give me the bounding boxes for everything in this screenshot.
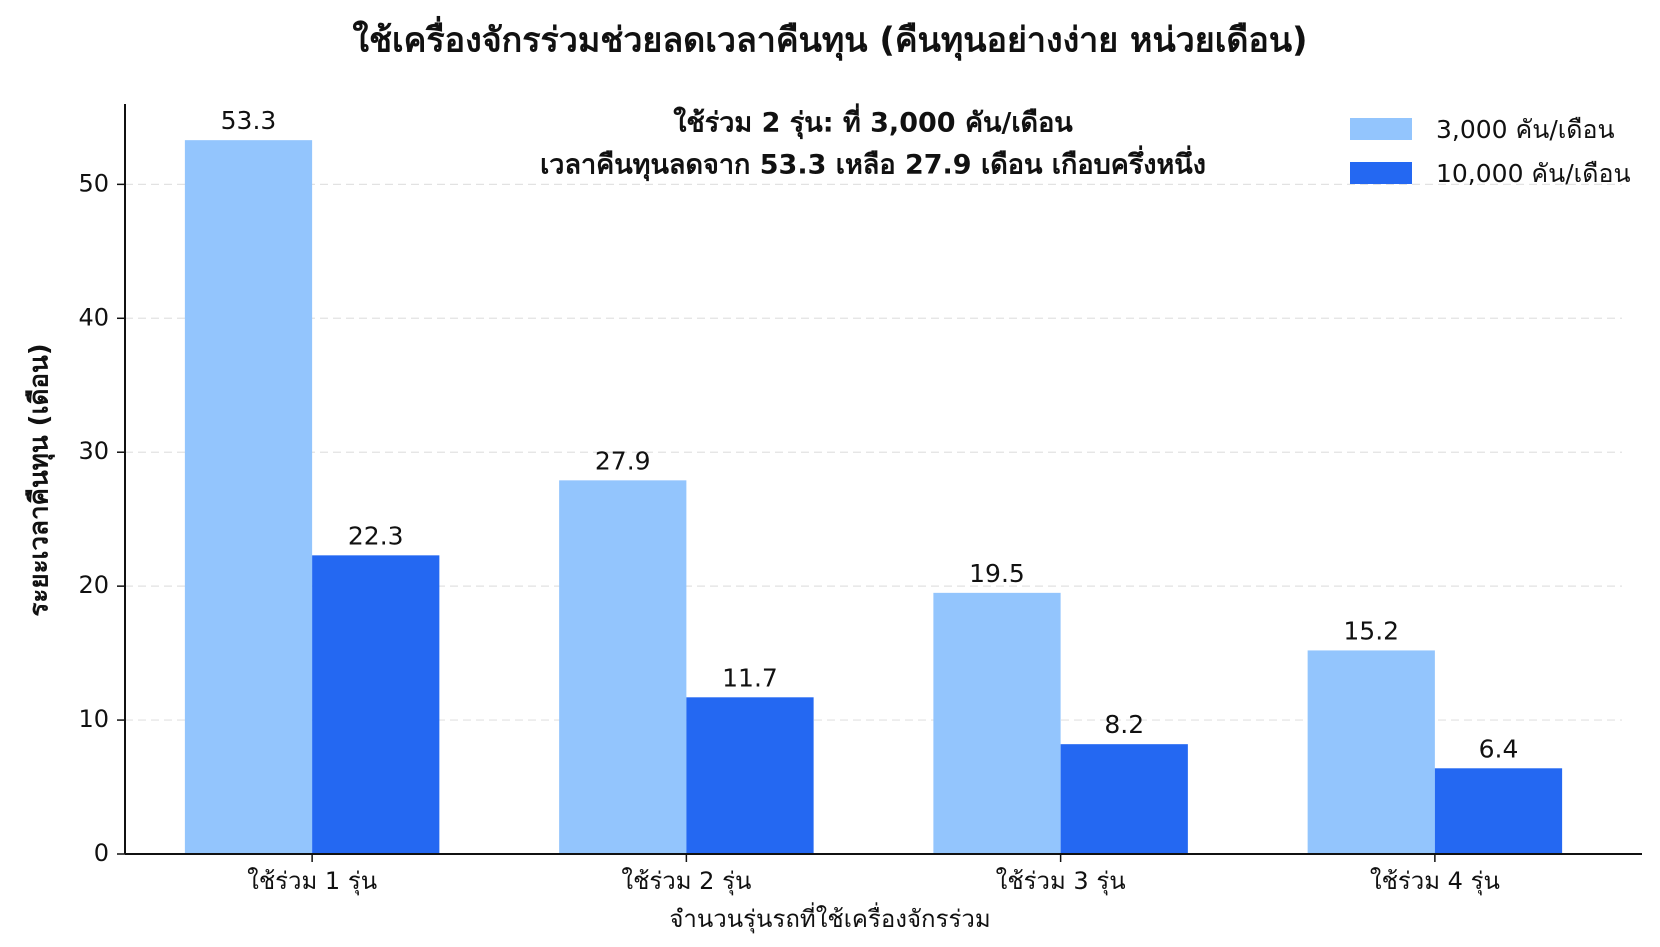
value-label: 8.2 — [1104, 710, 1144, 739]
bar — [1434, 768, 1563, 854]
bar — [686, 697, 814, 854]
y-tick-label: 40 — [78, 303, 109, 331]
y-tick-label: 0 — [94, 839, 109, 867]
annotation: เวลาคืนทุนลดจาก 53.3 เหลือ 27.9 เดือน เก… — [540, 145, 1206, 182]
bar — [559, 480, 687, 854]
value-label: 6.4 — [1479, 734, 1519, 763]
x-tick-label: ใช้ร่วม 4 รุ่น — [1370, 867, 1500, 896]
x-tick-label: ใช้ร่วม 3 รุ่น — [996, 867, 1126, 896]
bar — [1307, 650, 1435, 854]
value-label: 53.3 — [221, 106, 277, 135]
value-label: 27.9 — [595, 446, 651, 475]
x-tick-label: ใช้ร่วม 2 รุ่น — [621, 867, 751, 896]
annotation: ใช้ร่วม 2 รุ่น: ที่ 3,000 คัน/เดือน — [673, 103, 1073, 140]
y-axis-label: ระยะเวลาคืนทุน (เดือน) — [25, 343, 56, 616]
legend-swatch — [1350, 162, 1412, 184]
value-label: 22.3 — [348, 521, 404, 550]
chart-title: ใช้เครื่องจักรร่วมช่วยลดเวลาคืนทุน (คืนท… — [352, 16, 1307, 62]
value-label: 19.5 — [969, 559, 1025, 588]
value-label: 15.2 — [1343, 616, 1399, 645]
bar — [1060, 744, 1188, 854]
legend-label: 10,000 คัน/เดือน — [1436, 159, 1631, 188]
y-tick-label: 30 — [78, 437, 109, 465]
value-label: 11.7 — [722, 663, 778, 692]
x-axis-label: จำนวนรุ่นรถที่ใช้เครื่องจักรร่วม — [669, 902, 990, 934]
bar — [312, 555, 440, 854]
x-tick-label: ใช้ร่วม 1 รุ่น — [247, 867, 377, 896]
bar — [933, 592, 1061, 854]
y-tick-label: 10 — [78, 705, 109, 733]
legend-label: 3,000 คัน/เดือน — [1436, 115, 1615, 144]
y-tick-label: 20 — [78, 571, 109, 599]
y-tick-label: 50 — [78, 169, 109, 197]
legend-swatch — [1350, 118, 1412, 140]
bar — [184, 140, 313, 855]
